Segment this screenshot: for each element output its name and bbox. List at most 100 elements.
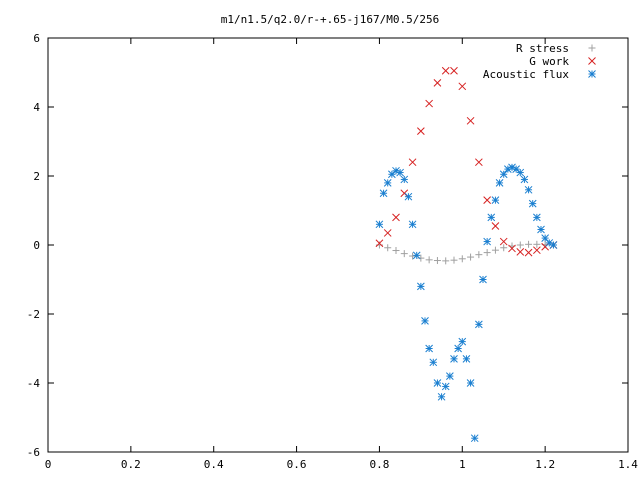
data-point (441, 382, 450, 391)
data-point (383, 179, 392, 187)
x-tick-label: 0.6 (287, 458, 307, 471)
y-tick-label: -2 (27, 308, 40, 321)
data-point (533, 240, 541, 248)
series-0 (375, 240, 557, 265)
data-point (466, 116, 475, 125)
data-point (437, 392, 446, 401)
series-layer (375, 66, 558, 443)
data-point (433, 379, 442, 387)
data-point (375, 241, 383, 249)
data-point (516, 241, 524, 249)
data-point (441, 66, 450, 75)
y-tick-label: 2 (33, 170, 40, 183)
data-point (466, 379, 475, 387)
data-point (417, 254, 425, 262)
data-point (483, 249, 491, 257)
y-tick-label: -6 (27, 446, 40, 459)
y-tick-label: 4 (33, 101, 40, 114)
data-point (392, 213, 400, 222)
data-point (499, 237, 508, 246)
y-tick-label: -4 (27, 377, 41, 390)
data-point (458, 82, 467, 91)
series-1 (375, 66, 558, 257)
data-point (475, 158, 483, 167)
data-point (396, 168, 404, 177)
data-point (525, 240, 533, 248)
data-point (409, 252, 417, 260)
legend-label: Acoustic flux (483, 68, 569, 81)
data-point (450, 66, 458, 75)
legend-label: G work (529, 55, 569, 68)
data-point (400, 250, 408, 258)
data-point (450, 354, 458, 363)
data-point (408, 220, 417, 229)
data-point (412, 251, 421, 260)
data-point (400, 175, 409, 184)
data-point (487, 213, 496, 222)
data-point (483, 196, 491, 205)
legend-marker (588, 44, 596, 52)
axes-layer: 0 0.2 0.4 0.6 0.8 1 1.2 1.4 -6 -4 -2 0 2 4 6 (27, 32, 639, 471)
data-point (408, 158, 417, 167)
data-point (516, 168, 525, 177)
legend-marker (588, 57, 596, 65)
data-point (433, 78, 442, 87)
data-point (425, 256, 433, 264)
legend-marker (588, 70, 596, 78)
data-point (524, 248, 533, 257)
data-point (442, 257, 450, 265)
y-tick-label: 6 (33, 32, 40, 45)
x-tick-label: 0.2 (121, 458, 141, 471)
data-point (549, 241, 558, 249)
data-point (516, 248, 525, 256)
data-point (470, 434, 479, 443)
data-point (383, 229, 392, 237)
data-point (499, 170, 508, 179)
y-tick-label: 0 (33, 239, 40, 252)
x-tick-label: 0.4 (204, 458, 224, 471)
data-point (479, 275, 487, 284)
legend-label: R stress (516, 42, 569, 55)
x-tick-label: 1 (459, 458, 466, 471)
data-point (417, 282, 425, 291)
data-point (421, 317, 429, 325)
data-point (508, 244, 516, 253)
data-point (417, 127, 425, 136)
data-point (462, 354, 471, 363)
data-point (491, 222, 500, 230)
data-point (533, 213, 541, 222)
data-point (425, 99, 433, 108)
data-point (375, 220, 384, 229)
data-point (537, 225, 545, 234)
data-point (520, 175, 529, 184)
data-point (392, 247, 400, 255)
data-point (379, 189, 388, 198)
x-tick-label: 0 (45, 458, 52, 471)
data-point (458, 255, 466, 263)
data-point (533, 246, 541, 255)
data-point (458, 337, 467, 346)
x-tick-label: 1.2 (535, 458, 555, 471)
data-point (495, 179, 504, 187)
data-point (404, 192, 413, 201)
data-point (375, 239, 384, 248)
x-tick-label: 0.8 (369, 458, 389, 471)
data-point (446, 372, 454, 380)
data-point (429, 358, 438, 367)
series-2 (375, 163, 558, 443)
data-point (384, 244, 392, 252)
data-point (433, 257, 441, 265)
plot-frame (47, 37, 629, 453)
data-point (475, 251, 483, 259)
data-point (500, 244, 508, 252)
chart-title: m1/n1.5/q2.0/r-+.65-j167/M0.5/256 (221, 13, 440, 26)
data-point (491, 246, 499, 254)
data-point (524, 185, 533, 194)
data-point (425, 344, 433, 353)
data-point (491, 196, 500, 205)
data-point (467, 253, 475, 261)
data-point (475, 320, 483, 329)
